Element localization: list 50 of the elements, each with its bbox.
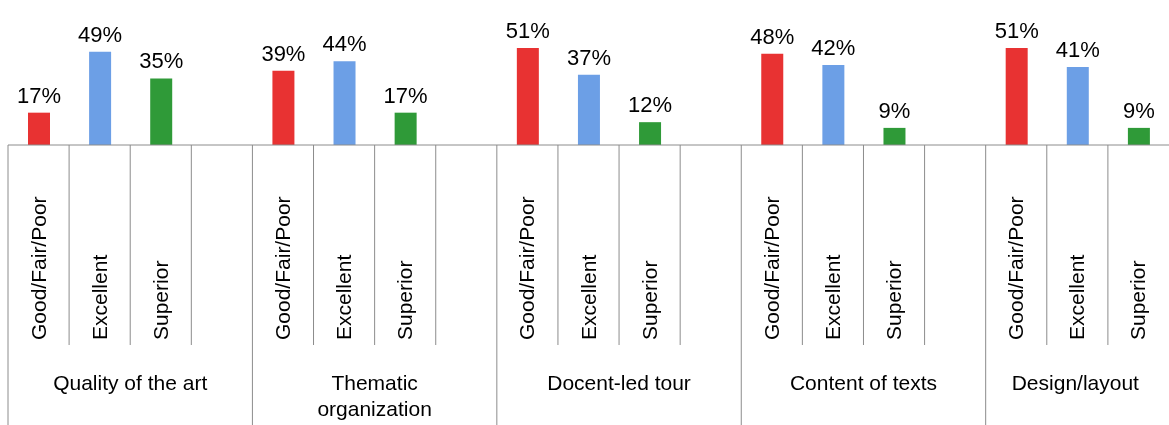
data-label: 42%: [811, 35, 856, 61]
data-label: 51%: [505, 18, 550, 43]
data-label: 39%: [261, 40, 306, 66]
data-label: 41%: [1055, 37, 1100, 63]
data-label: 9%: [878, 97, 911, 123]
data-label: 9%: [1123, 97, 1155, 123]
bar: [89, 51, 112, 145]
x-tick-label: Excellent: [820, 254, 844, 340]
data-label: 17%: [16, 82, 62, 108]
bar: [822, 65, 845, 145]
bar: [516, 48, 539, 145]
x-tick-label: Superior: [882, 260, 906, 340]
x-tick-label: Excellent: [576, 254, 600, 340]
bar: [577, 74, 600, 145]
bar: [272, 70, 295, 145]
data-label: 17%: [383, 82, 428, 108]
data-label: 49%: [78, 21, 123, 47]
text: Docent-led tour: [546, 370, 692, 396]
x-tick-label: Good/Fair/Poor: [759, 196, 783, 340]
data-label: 12%: [628, 92, 673, 118]
text: Thematic organization: [316, 370, 433, 422]
x-tick-label: Superior: [637, 260, 661, 340]
x-tick-label: Good/Fair/Poor: [270, 196, 294, 340]
text: Design/layout: [1010, 370, 1140, 396]
bar: [394, 112, 417, 145]
x-tick-label: Excellent: [332, 254, 356, 340]
text: Content of texts: [788, 370, 938, 396]
bar: [761, 53, 784, 145]
data-label: 37%: [566, 44, 611, 70]
bar: [1005, 48, 1028, 145]
bar: [883, 127, 906, 145]
bar: [639, 122, 662, 145]
x-tick-label: Excellent: [1065, 254, 1089, 340]
bar: [1066, 67, 1089, 145]
data-label: 35%: [139, 48, 184, 74]
data-label: 44%: [322, 31, 367, 57]
x-tick-label: Superior: [148, 260, 172, 340]
x-tick-label: Good/Fair/Poor: [1004, 196, 1028, 340]
x-tick-label: Good/Fair/Poor: [26, 196, 50, 340]
data-label: 51%: [994, 18, 1039, 43]
bar: [333, 61, 356, 145]
data-label: 48%: [750, 23, 795, 49]
bar: [28, 112, 50, 145]
bar: [150, 78, 173, 145]
bar: [1127, 127, 1150, 145]
x-tick-label: Excellent: [87, 254, 111, 340]
x-tick-label: Superior: [393, 260, 417, 340]
text: Quality of the art: [52, 370, 209, 396]
x-tick-label: Good/Fair/Poor: [515, 196, 539, 340]
x-tick-label: Superior: [1126, 260, 1150, 340]
